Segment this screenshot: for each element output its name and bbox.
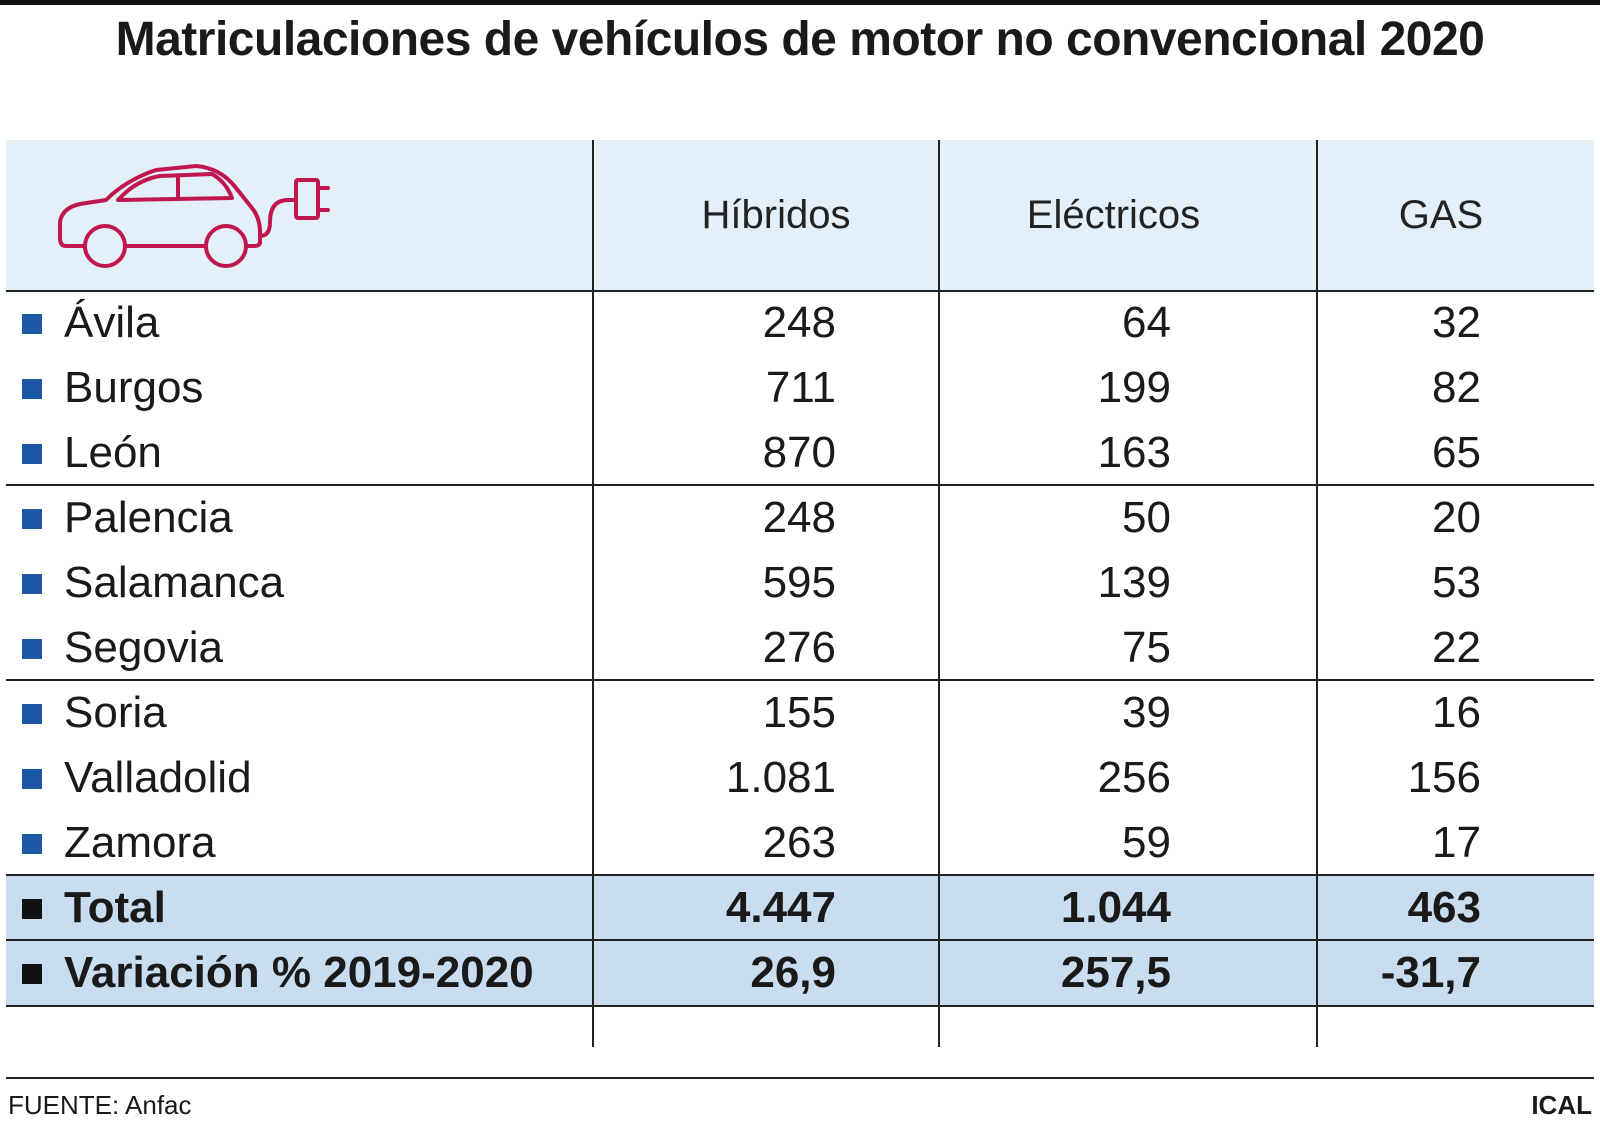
column-header: Eléctricos: [1026, 193, 1201, 237]
cell-value: 155: [762, 688, 836, 737]
cell-value: 20: [1432, 493, 1481, 542]
bullet-square-icon: [22, 964, 42, 984]
cell-value: 263: [762, 818, 836, 867]
cell-value: 463: [1407, 883, 1481, 932]
bullet-square-icon: [22, 574, 42, 594]
total-row: Variación % 2019-2020 26,9 257,5 -31,7: [6, 940, 1594, 1005]
row-label: Burgos: [64, 363, 204, 412]
cell-value: 595: [762, 558, 836, 607]
cell-value: 32: [1432, 298, 1481, 347]
cell-value: 65: [1432, 428, 1481, 477]
row-label: Segovia: [64, 623, 224, 672]
table-row: Burgos 711 199 82: [6, 355, 1594, 420]
cell-value: 256: [1097, 753, 1171, 802]
row-label: Salamanca: [64, 558, 285, 607]
row-label: Total: [64, 883, 166, 932]
footer-rule: [6, 1077, 1594, 1079]
cell-value: 82: [1432, 363, 1481, 412]
column-divider: [592, 140, 594, 1047]
cell-value: 870: [762, 428, 836, 477]
cell-value: 17: [1432, 818, 1481, 867]
row-label: León: [64, 428, 162, 477]
bullet-square-icon: [22, 899, 42, 919]
table-row: Soria 155 39 16: [6, 680, 1594, 745]
bullet-square-icon: [22, 639, 42, 659]
cell-value: 156: [1407, 753, 1481, 802]
bullet-square-icon: [22, 444, 42, 464]
total-row: Total 4.447 1.044 463: [6, 875, 1594, 940]
column-divider: [1316, 140, 1318, 1047]
cell-value: 257,5: [1060, 948, 1171, 997]
table-row: Valladolid 1.081 256 156: [6, 745, 1594, 810]
bullet-square-icon: [22, 834, 42, 854]
source-label: FUENTE: Anfac: [8, 1090, 192, 1120]
cell-value: 16: [1432, 688, 1481, 737]
row-label: Ávila: [64, 298, 160, 347]
cell-value: 26,9: [750, 948, 836, 997]
row-label: Palencia: [64, 493, 233, 542]
table-row: Segovia 276 75 22: [6, 615, 1594, 680]
row-label: Soria: [64, 688, 167, 737]
row-label: Valladolid: [64, 753, 252, 802]
cell-value: 163: [1097, 428, 1171, 477]
table-row: Zamora 263 59 17: [6, 810, 1594, 875]
cell-value: -31,7: [1380, 948, 1481, 997]
bullet-square-icon: [22, 379, 42, 399]
column-header: Híbridos: [701, 193, 851, 237]
bullet-square-icon: [22, 509, 42, 529]
row-label: Zamora: [64, 818, 216, 867]
cell-value: 53: [1432, 558, 1481, 607]
cell-value: 248: [762, 493, 836, 542]
total-separator: [6, 1005, 1594, 1007]
cell-value: 1.044: [1060, 883, 1171, 932]
cell-value: 64: [1122, 298, 1171, 347]
bullet-square-icon: [22, 769, 42, 789]
row-label: Variación % 2019-2020: [64, 948, 534, 997]
bullet-square-icon: [22, 314, 42, 334]
column-header: GAS: [1398, 193, 1484, 237]
cell-value: 248: [762, 298, 836, 347]
table-header: Híbridos Eléctricos GAS: [6, 140, 1594, 292]
table-row: Salamanca 595 139 53: [6, 550, 1594, 615]
cell-value: 199: [1097, 363, 1171, 412]
cell-value: 59: [1122, 818, 1171, 867]
total-separator: [6, 939, 1594, 941]
top-rule: [0, 0, 1600, 5]
cell-value: 711: [765, 363, 836, 412]
table-row: Palencia 248 50 20: [6, 485, 1594, 550]
cell-value: 1.081: [725, 753, 836, 802]
cell-value: 39: [1122, 688, 1171, 737]
table-row: Ávila 248 64 32: [6, 290, 1594, 355]
brand-label: ICAL: [1531, 1090, 1592, 1120]
cell-value: 22: [1432, 623, 1481, 672]
data-table: Híbridos Eléctricos GAS Ávila 248 64 32 Burg…: [6, 140, 1594, 1007]
total-separator: [6, 874, 1594, 876]
cell-value: 276: [762, 623, 836, 672]
column-divider: [938, 140, 940, 1047]
cell-value: 75: [1122, 623, 1171, 672]
bullet-square-icon: [22, 704, 42, 724]
cell-value: 4.447: [725, 883, 836, 932]
group-separator: [6, 679, 1594, 681]
cell-value: 139: [1097, 558, 1171, 607]
table-row: León 870 163 65: [6, 420, 1594, 485]
electric-car-icon: [58, 164, 330, 268]
chart-title: Matriculaciones de vehículos de motor no…: [115, 13, 1485, 66]
group-separator: [6, 484, 1594, 486]
cell-value: 50: [1122, 493, 1171, 542]
